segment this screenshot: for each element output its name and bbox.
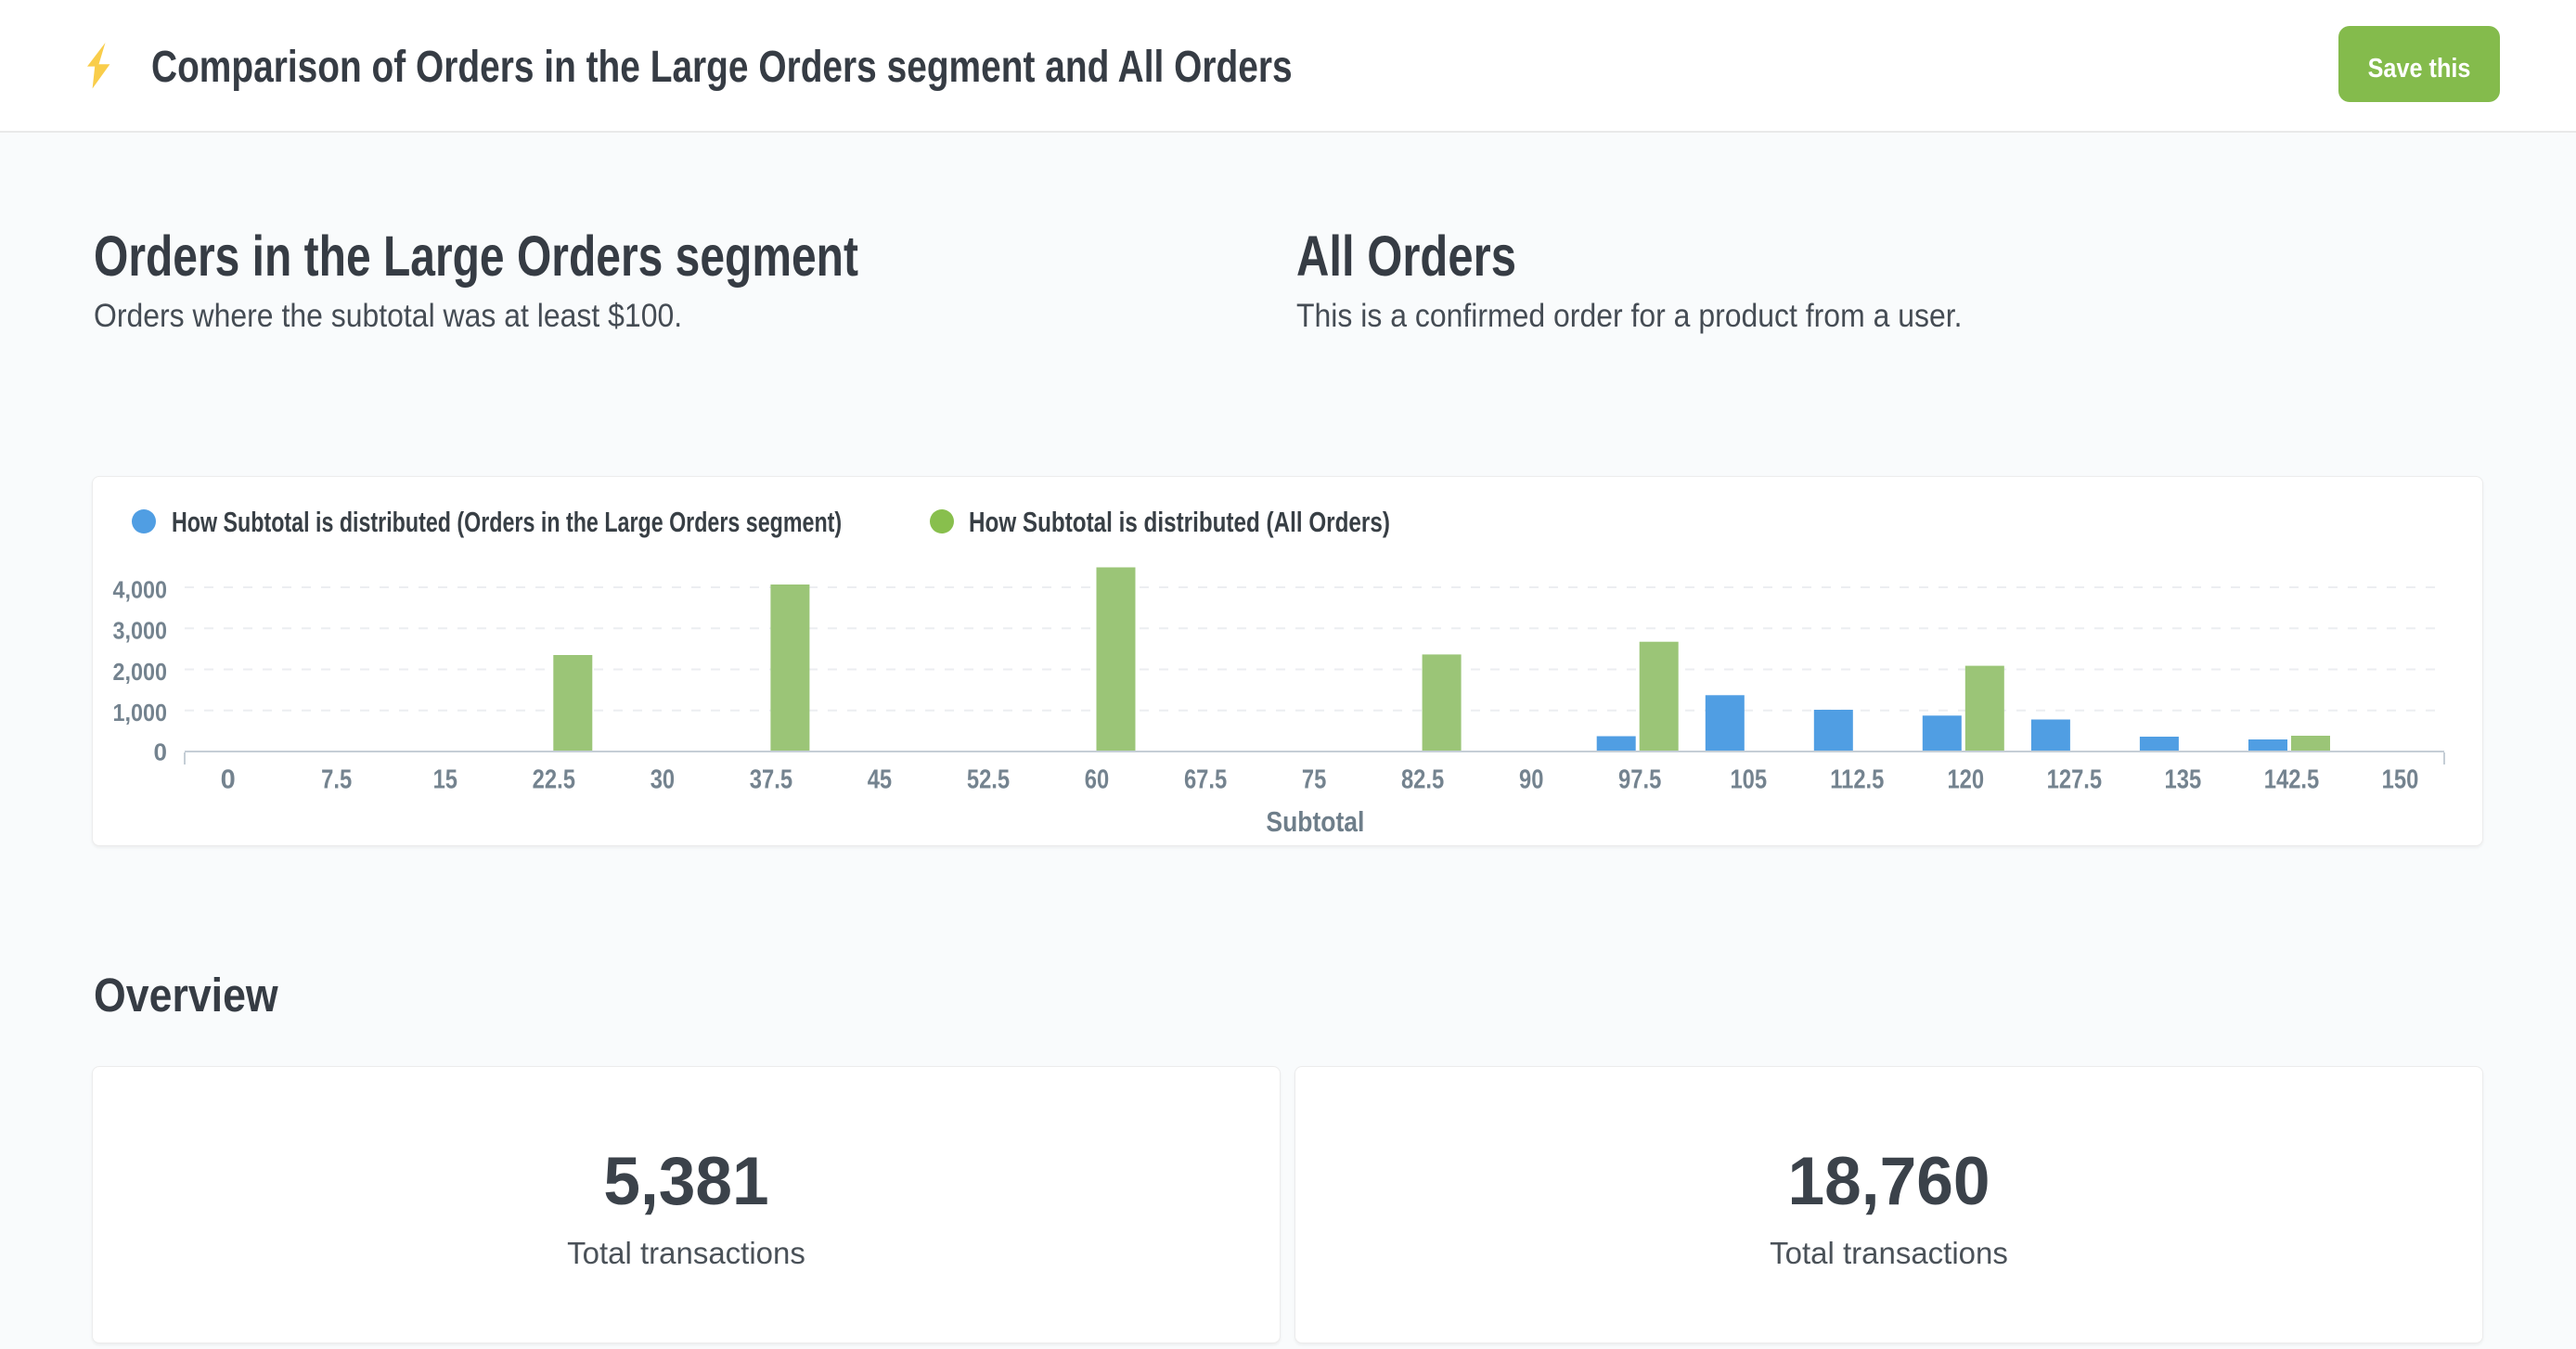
svg-text:105: 105 bbox=[1730, 765, 1767, 795]
svg-text:142.5: 142.5 bbox=[2264, 765, 2320, 795]
svg-text:82.5: 82.5 bbox=[1401, 765, 1444, 795]
svg-text:Subtotal: Subtotal bbox=[1266, 805, 1364, 838]
svg-text:127.5: 127.5 bbox=[2047, 765, 2103, 795]
svg-text:112.5: 112.5 bbox=[1830, 765, 1884, 795]
svg-text:3,000: 3,000 bbox=[113, 617, 168, 645]
svg-text:0: 0 bbox=[154, 738, 167, 765]
svg-text:37.5: 37.5 bbox=[750, 765, 792, 795]
svg-text:1,000: 1,000 bbox=[113, 699, 168, 726]
svg-text:97.5: 97.5 bbox=[1618, 765, 1661, 795]
svg-text:120: 120 bbox=[1947, 765, 1984, 795]
svg-text:52.5: 52.5 bbox=[967, 765, 1010, 795]
svg-text:150: 150 bbox=[2382, 765, 2419, 795]
svg-text:75: 75 bbox=[1302, 765, 1326, 795]
svg-text:60: 60 bbox=[1085, 765, 1109, 795]
svg-text:0: 0 bbox=[221, 765, 236, 795]
svg-text:30: 30 bbox=[650, 765, 675, 795]
svg-text:45: 45 bbox=[868, 765, 892, 795]
svg-text:4,000: 4,000 bbox=[113, 575, 168, 603]
svg-text:135: 135 bbox=[2165, 765, 2202, 795]
svg-text:2,000: 2,000 bbox=[113, 658, 168, 686]
svg-text:22.5: 22.5 bbox=[533, 765, 575, 795]
svg-text:15: 15 bbox=[433, 765, 457, 795]
svg-text:67.5: 67.5 bbox=[1184, 765, 1227, 795]
svg-text:90: 90 bbox=[1519, 765, 1543, 795]
svg-text:7.5: 7.5 bbox=[321, 765, 352, 795]
